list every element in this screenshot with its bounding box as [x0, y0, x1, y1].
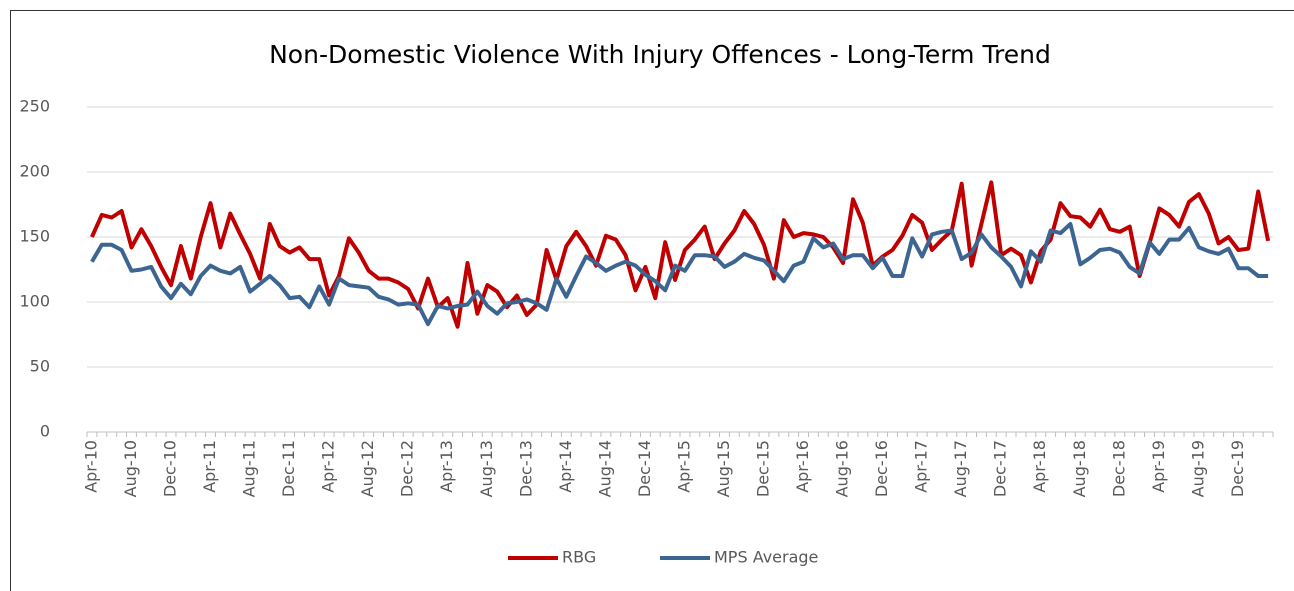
x-tick-label: Apr-19	[1149, 440, 1168, 493]
x-tick-label: Dec-13	[516, 440, 535, 497]
x-tick-label: Apr-13	[437, 440, 456, 493]
x-tick-label: Apr-11	[200, 440, 219, 493]
y-tick-label: 50	[30, 357, 50, 376]
y-tick-label: 150	[19, 227, 50, 246]
y-tick-label: 100	[19, 292, 50, 311]
x-tick-label: Apr-12	[319, 440, 338, 493]
x-tick-label: Aug-10	[121, 440, 140, 497]
x-tick-label: Apr-17	[912, 440, 931, 493]
x-tick-label: Aug-15	[714, 440, 733, 497]
x-tick-label: Apr-10	[81, 440, 100, 493]
y-tick-label: 200	[19, 162, 50, 181]
x-tick-label: Apr-16	[793, 440, 812, 493]
x-tick-label: Dec-11	[279, 440, 298, 497]
x-tick-label: Dec-19	[1228, 440, 1247, 497]
x-tick-label: Aug-16	[833, 440, 852, 497]
x-tick-label: Aug-19	[1188, 440, 1207, 497]
x-tick-label: Dec-18	[1109, 440, 1128, 497]
chart-title: Non-Domestic Violence With Injury Offenc…	[269, 40, 1051, 69]
y-tick-label: 0	[40, 422, 50, 441]
y-tick-label: 250	[19, 97, 50, 116]
x-tick-label: Dec-16	[872, 440, 891, 497]
x-tick-label: Dec-12	[398, 440, 417, 497]
x-tick-label: Apr-14	[556, 440, 575, 493]
x-tick-label: Dec-15	[754, 440, 773, 497]
x-tick-label: Aug-11	[240, 440, 259, 497]
x-tick-label: Aug-13	[477, 440, 496, 497]
x-tick-label: Aug-14	[595, 440, 614, 497]
x-tick-label: Aug-12	[358, 440, 377, 497]
x-tick-label: Dec-10	[161, 440, 180, 497]
series-line	[90, 180, 1271, 329]
legend-label: RBG	[562, 548, 596, 567]
x-tick-label: Dec-14	[635, 440, 654, 497]
chart-border	[10, 10, 1294, 591]
x-tick-label: Aug-18	[1070, 440, 1089, 497]
x-tick-label: Aug-17	[951, 440, 970, 497]
legend-label: MPS Average	[714, 548, 818, 567]
series-line	[90, 222, 1269, 327]
x-tick-label: Dec-17	[991, 440, 1010, 497]
x-tick-label: Apr-15	[674, 440, 693, 493]
x-tick-label: Apr-18	[1030, 440, 1049, 493]
